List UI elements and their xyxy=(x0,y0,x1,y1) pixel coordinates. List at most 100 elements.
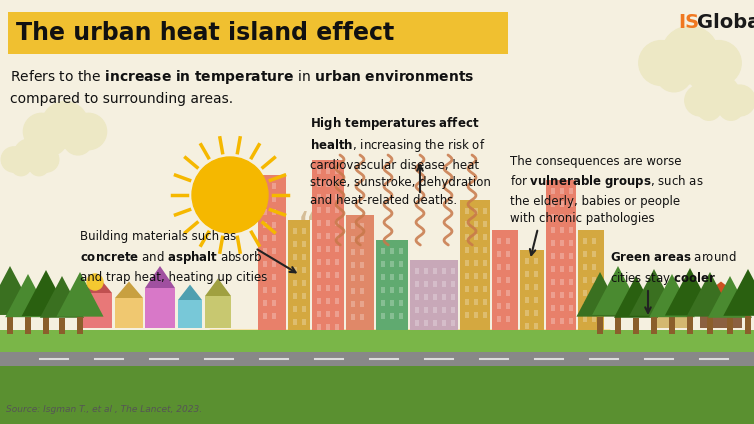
Bar xyxy=(263,287,267,293)
Bar xyxy=(272,196,276,202)
Bar xyxy=(415,320,419,326)
Bar xyxy=(534,323,538,329)
Bar xyxy=(442,294,446,300)
Bar xyxy=(360,301,364,307)
Bar xyxy=(360,314,364,320)
Polygon shape xyxy=(649,274,694,317)
Bar xyxy=(592,277,596,283)
Bar xyxy=(272,183,276,189)
Bar xyxy=(497,238,501,244)
Circle shape xyxy=(725,85,754,116)
Bar xyxy=(551,318,555,324)
Bar xyxy=(560,188,564,194)
Bar xyxy=(335,220,339,226)
Bar xyxy=(326,181,330,187)
Bar xyxy=(551,253,555,259)
Circle shape xyxy=(697,96,721,120)
Bar xyxy=(534,258,538,264)
Bar xyxy=(415,294,419,300)
Bar xyxy=(560,318,564,324)
Bar xyxy=(560,292,564,298)
Bar xyxy=(317,181,321,187)
Bar xyxy=(592,303,596,309)
Bar xyxy=(293,228,297,234)
Circle shape xyxy=(29,156,49,176)
Bar xyxy=(360,275,364,281)
Bar xyxy=(258,175,286,330)
Bar xyxy=(335,298,339,304)
Bar xyxy=(272,235,276,241)
Bar xyxy=(376,240,408,330)
Bar xyxy=(335,246,339,252)
Bar xyxy=(474,247,478,253)
Bar xyxy=(302,319,306,325)
Bar xyxy=(615,315,621,334)
Bar xyxy=(302,241,306,247)
Bar xyxy=(483,273,487,279)
Bar xyxy=(633,318,639,334)
Bar xyxy=(272,287,276,293)
Bar xyxy=(451,307,455,313)
Bar xyxy=(583,290,587,296)
Bar xyxy=(583,251,587,257)
Bar xyxy=(326,207,330,213)
Circle shape xyxy=(23,113,60,150)
Bar xyxy=(451,268,455,274)
Bar xyxy=(263,222,267,228)
Bar xyxy=(497,290,501,296)
Bar xyxy=(293,241,297,247)
Bar xyxy=(351,249,355,255)
Bar xyxy=(263,235,267,241)
Polygon shape xyxy=(5,274,51,317)
Bar xyxy=(474,312,478,318)
Bar xyxy=(560,201,564,207)
Bar xyxy=(43,316,49,334)
Bar xyxy=(399,274,403,280)
Bar xyxy=(326,194,330,200)
Bar xyxy=(272,300,276,306)
Bar xyxy=(272,261,276,267)
Bar xyxy=(424,281,428,287)
Bar xyxy=(317,233,321,239)
Circle shape xyxy=(685,85,716,116)
Bar xyxy=(525,258,529,264)
Bar xyxy=(317,246,321,252)
Bar xyxy=(560,266,564,272)
Bar xyxy=(326,168,330,174)
Circle shape xyxy=(63,126,92,155)
Bar xyxy=(326,311,330,317)
Bar xyxy=(569,214,573,220)
Bar xyxy=(326,246,330,252)
Polygon shape xyxy=(686,272,734,317)
Bar xyxy=(474,273,478,279)
Bar xyxy=(451,281,455,287)
Bar xyxy=(272,274,276,280)
Bar xyxy=(390,300,394,306)
Bar xyxy=(424,268,428,274)
Bar xyxy=(442,307,446,313)
Bar xyxy=(390,248,394,254)
Bar xyxy=(569,201,573,207)
Bar xyxy=(263,248,267,254)
Bar xyxy=(551,188,555,194)
Bar xyxy=(326,220,330,226)
Bar xyxy=(317,272,321,278)
Bar xyxy=(302,293,306,299)
Bar xyxy=(326,272,330,278)
Polygon shape xyxy=(700,282,742,298)
Bar xyxy=(115,298,143,328)
Bar xyxy=(326,285,330,291)
Bar xyxy=(592,290,596,296)
Bar xyxy=(465,221,469,227)
Bar xyxy=(592,238,596,244)
Bar xyxy=(583,316,587,322)
Bar xyxy=(381,300,385,306)
Bar xyxy=(272,222,276,228)
Bar xyxy=(263,183,267,189)
Bar xyxy=(424,307,428,313)
Bar xyxy=(474,208,478,214)
Bar xyxy=(551,266,555,272)
Bar xyxy=(351,236,355,242)
Bar xyxy=(483,208,487,214)
Bar xyxy=(492,230,518,330)
